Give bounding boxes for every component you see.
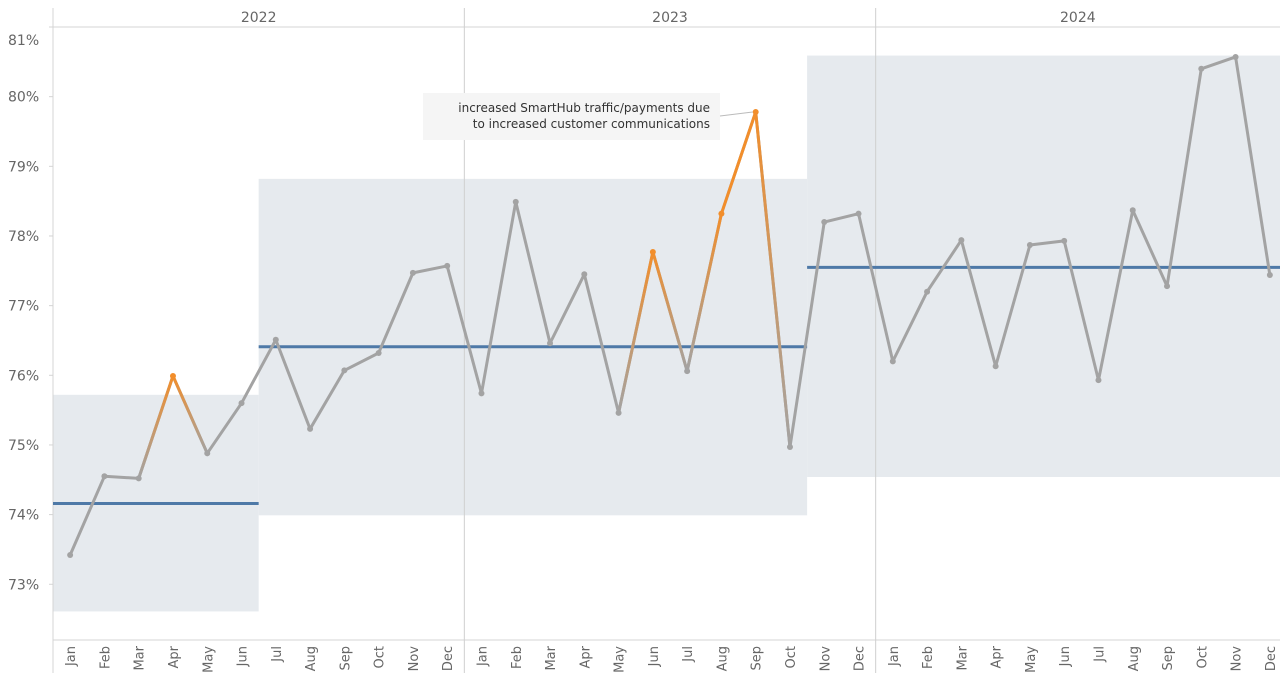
point <box>1129 207 1136 214</box>
x-tick-label: Jan <box>887 646 902 667</box>
point <box>1266 271 1273 278</box>
x-tick-label: Apr <box>990 645 1005 668</box>
y-tick-label: 80% <box>8 90 39 106</box>
point <box>1198 65 1205 72</box>
point <box>889 358 896 365</box>
x-tick-label: Dec <box>1264 646 1279 671</box>
y-tick-label: 76% <box>8 368 39 384</box>
point <box>684 368 691 375</box>
x-tick-label: Feb <box>510 646 525 669</box>
point <box>547 340 554 347</box>
point <box>238 400 245 407</box>
x-tick-label: Aug <box>1127 646 1142 671</box>
point <box>169 372 176 379</box>
x-tick-label: Apr <box>578 645 593 668</box>
annotation-box <box>423 93 720 140</box>
point <box>101 473 108 480</box>
highlight-segment <box>137 374 175 480</box>
point <box>1232 53 1239 60</box>
x-tick-label: Nov <box>1230 646 1245 672</box>
x-tick-label: Oct <box>1195 646 1210 668</box>
x-tick-label: Sep <box>338 646 353 671</box>
point <box>1164 283 1171 290</box>
x-tick-label: Jul <box>1092 646 1107 663</box>
highlight-segment <box>651 250 689 373</box>
x-tick-label: Oct <box>373 646 388 668</box>
x-tick-label: May <box>613 646 628 673</box>
x-tick-label: Oct <box>784 646 799 668</box>
y-tick-label: 77% <box>8 299 39 315</box>
x-tick-label: Nov <box>407 646 422 672</box>
x-tick-label: Aug <box>304 646 319 671</box>
x-tick-label: Mar <box>955 645 970 670</box>
point <box>375 350 382 357</box>
highlight-segment <box>685 212 723 373</box>
point <box>752 108 759 115</box>
x-tick-label: Jun <box>1058 646 1073 667</box>
point <box>581 271 588 278</box>
point <box>478 390 485 397</box>
x-tick-label: Feb <box>98 646 113 669</box>
annotation-text: to increased customer communications <box>473 117 710 131</box>
highlight-segment <box>617 250 655 415</box>
x-tick-label: May <box>1024 646 1039 673</box>
point <box>135 475 142 482</box>
point <box>958 237 965 244</box>
point <box>1095 377 1102 384</box>
point <box>409 269 416 276</box>
x-tick-label: Jun <box>647 646 662 667</box>
point <box>204 450 211 457</box>
x-tick-label: Jan <box>64 646 79 667</box>
point <box>341 367 348 374</box>
x-tick-label: Aug <box>715 646 730 671</box>
x-tick-label: Sep <box>750 646 765 671</box>
point <box>512 198 519 205</box>
year-header: 2024 <box>1060 10 1096 26</box>
point <box>855 210 862 217</box>
x-tick-label: Mar <box>133 645 148 670</box>
point <box>1061 237 1068 244</box>
x-tick-label: Dec <box>441 646 456 671</box>
annotation-pointer <box>719 111 753 117</box>
point <box>786 444 793 451</box>
x-tick-label: Mar <box>544 645 559 670</box>
x-tick-label: Jun <box>236 646 251 667</box>
x-tick-label: Jan <box>475 646 490 667</box>
point <box>718 210 725 217</box>
point <box>615 409 622 416</box>
x-tick-label: Sep <box>1161 646 1176 671</box>
x-tick-label: Apr <box>167 645 182 668</box>
point <box>649 248 656 255</box>
y-tick-label: 78% <box>8 229 39 245</box>
x-tick-label: Nov <box>818 646 833 672</box>
point <box>67 552 74 559</box>
year-header: 2022 <box>241 10 277 26</box>
highlight-segment <box>754 110 792 449</box>
x-tick-label: Feb <box>921 646 936 669</box>
highlight-segment <box>171 374 209 455</box>
point <box>992 363 999 370</box>
annotation-text: increased SmartHub traffic/payments due <box>458 101 710 115</box>
x-tick-label: Dec <box>853 646 868 671</box>
point <box>444 262 451 269</box>
highlight-segment <box>719 110 758 216</box>
point <box>924 288 931 295</box>
point <box>1026 242 1033 249</box>
y-tick-label: 75% <box>8 438 39 454</box>
x-tick-label: Jul <box>270 646 285 663</box>
x-tick-label: May <box>201 646 216 673</box>
point <box>821 219 828 226</box>
y-tick-label: 73% <box>8 577 39 593</box>
year-header: 2023 <box>652 10 688 26</box>
point <box>272 336 279 343</box>
y-tick-label: 74% <box>8 508 39 524</box>
y-tick-label: 79% <box>8 159 39 175</box>
point <box>307 425 314 432</box>
x-tick-label: Jul <box>681 646 696 663</box>
y-tick-label: 81% <box>8 33 39 49</box>
